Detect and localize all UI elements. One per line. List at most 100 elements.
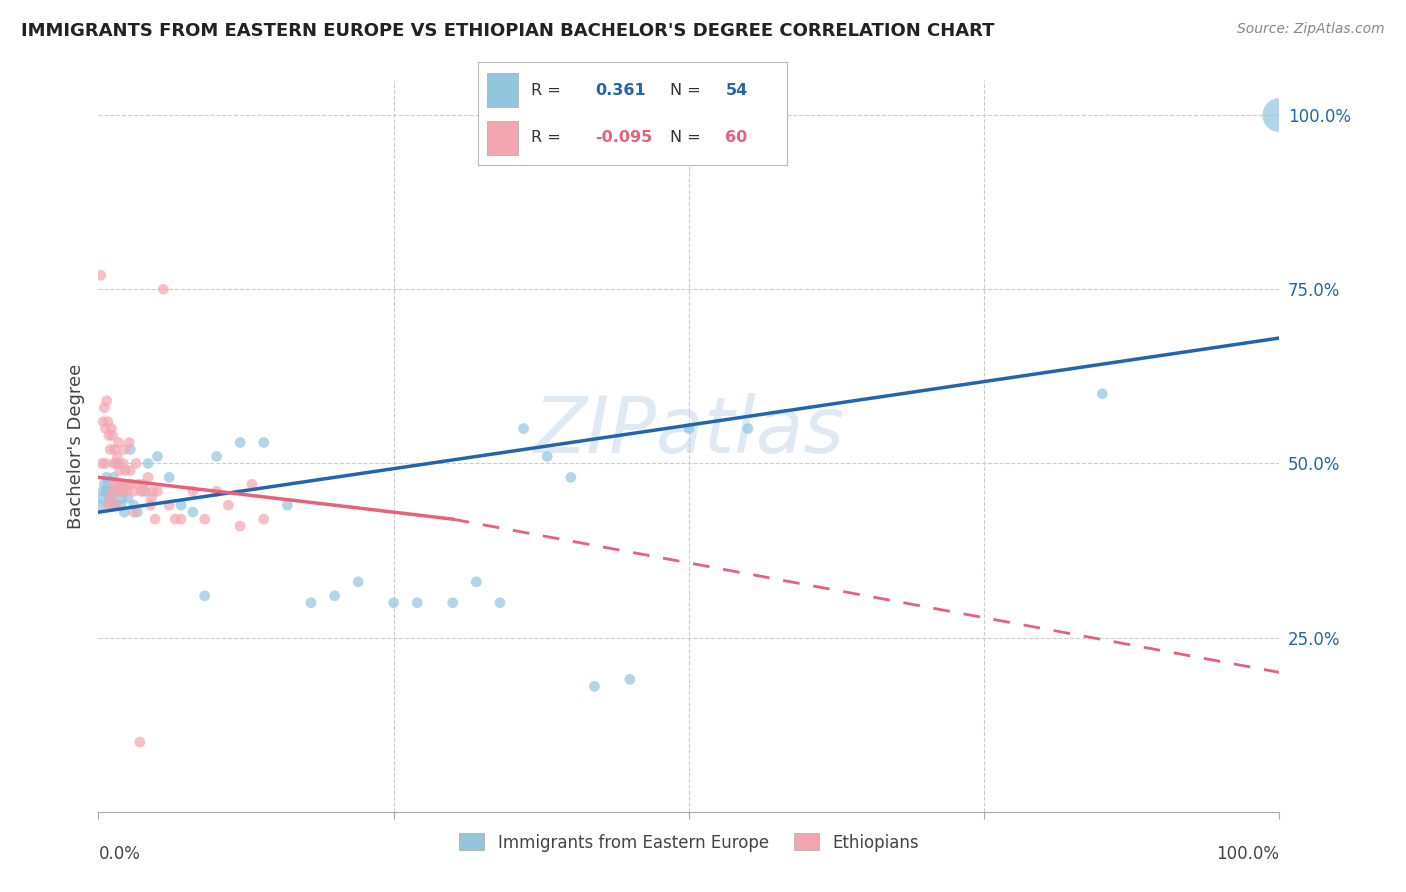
Text: R =: R =: [530, 130, 561, 145]
Point: [512, 421, 534, 435]
Text: 54: 54: [725, 83, 748, 97]
Text: 60: 60: [725, 130, 748, 145]
Point: [1268, 108, 1291, 122]
Point: [128, 477, 150, 491]
Point: [101, 484, 124, 499]
Point: [229, 519, 252, 533]
FancyBboxPatch shape: [488, 73, 519, 106]
Point: [110, 477, 132, 491]
Point: [114, 477, 136, 491]
Point: [441, 596, 464, 610]
Point: [139, 498, 162, 512]
Y-axis label: Bachelor's Degree: Bachelor's Degree: [66, 363, 84, 529]
Point: [406, 596, 429, 610]
Point: [253, 435, 276, 450]
Point: [489, 596, 512, 610]
Point: [205, 450, 228, 464]
Point: [98, 442, 121, 457]
Point: [105, 477, 128, 491]
Point: [205, 484, 228, 499]
Point: [323, 589, 346, 603]
Point: [132, 484, 155, 499]
Legend: Immigrants from Eastern Europe, Ethiopians: Immigrants from Eastern Europe, Ethiopia…: [453, 827, 925, 858]
Point: [118, 435, 141, 450]
Point: [103, 457, 125, 471]
Point: [98, 491, 121, 506]
Point: [737, 421, 759, 435]
Point: [94, 421, 117, 435]
Point: [465, 574, 488, 589]
Text: R =: R =: [530, 83, 561, 97]
Point: [276, 498, 298, 512]
Point: [112, 505, 135, 519]
Point: [115, 484, 138, 499]
Point: [194, 512, 217, 526]
Text: Source: ZipAtlas.com: Source: ZipAtlas.com: [1237, 22, 1385, 37]
Point: [194, 589, 217, 603]
Point: [97, 477, 120, 491]
Point: [105, 484, 128, 499]
Point: [141, 491, 163, 506]
Point: [94, 457, 117, 471]
Point: [105, 498, 128, 512]
Point: [112, 442, 135, 457]
Point: [146, 484, 169, 499]
Point: [104, 498, 127, 512]
Point: [111, 477, 134, 491]
Point: [111, 484, 134, 499]
Point: [120, 442, 142, 457]
Point: [105, 450, 128, 464]
Point: [108, 484, 131, 499]
Point: [170, 498, 193, 512]
Point: [103, 470, 125, 484]
Point: [96, 393, 118, 408]
Point: [122, 505, 145, 519]
Point: [1091, 386, 1114, 401]
Point: [128, 735, 150, 749]
Point: [165, 512, 187, 526]
Point: [98, 428, 121, 442]
Point: [146, 450, 169, 464]
Point: [125, 457, 148, 471]
Text: IMMIGRANTS FROM EASTERN EUROPE VS ETHIOPIAN BACHELOR'S DEGREE CORRELATION CHART: IMMIGRANTS FROM EASTERN EUROPE VS ETHIOP…: [21, 22, 994, 40]
Point: [132, 477, 155, 491]
Point: [382, 596, 405, 610]
Point: [90, 498, 112, 512]
FancyBboxPatch shape: [488, 121, 519, 155]
Point: [157, 470, 180, 484]
Point: [240, 477, 263, 491]
Point: [93, 477, 115, 491]
Point: [96, 470, 118, 484]
Text: -0.095: -0.095: [596, 130, 652, 145]
Point: [229, 435, 252, 450]
Point: [105, 457, 128, 471]
Point: [110, 498, 132, 512]
Point: [122, 498, 145, 512]
Point: [181, 484, 204, 499]
Point: [97, 415, 120, 429]
Text: N =: N =: [669, 83, 700, 97]
Point: [101, 428, 124, 442]
Point: [536, 450, 558, 464]
Point: [619, 673, 641, 687]
Point: [121, 477, 143, 491]
Point: [107, 435, 129, 450]
Text: 0.0%: 0.0%: [98, 845, 141, 863]
Point: [152, 282, 174, 296]
Text: 100.0%: 100.0%: [1216, 845, 1279, 863]
Text: ZIPatlas: ZIPatlas: [533, 393, 845, 469]
Point: [253, 512, 276, 526]
Point: [157, 498, 180, 512]
Point: [100, 484, 122, 499]
Point: [112, 484, 135, 499]
Point: [91, 491, 114, 506]
Point: [104, 442, 127, 457]
Point: [181, 505, 204, 519]
Point: [136, 470, 159, 484]
Point: [98, 491, 121, 506]
Point: [143, 512, 166, 526]
Point: [127, 505, 149, 519]
Point: [97, 498, 120, 512]
Point: [107, 457, 129, 471]
Point: [347, 574, 370, 589]
